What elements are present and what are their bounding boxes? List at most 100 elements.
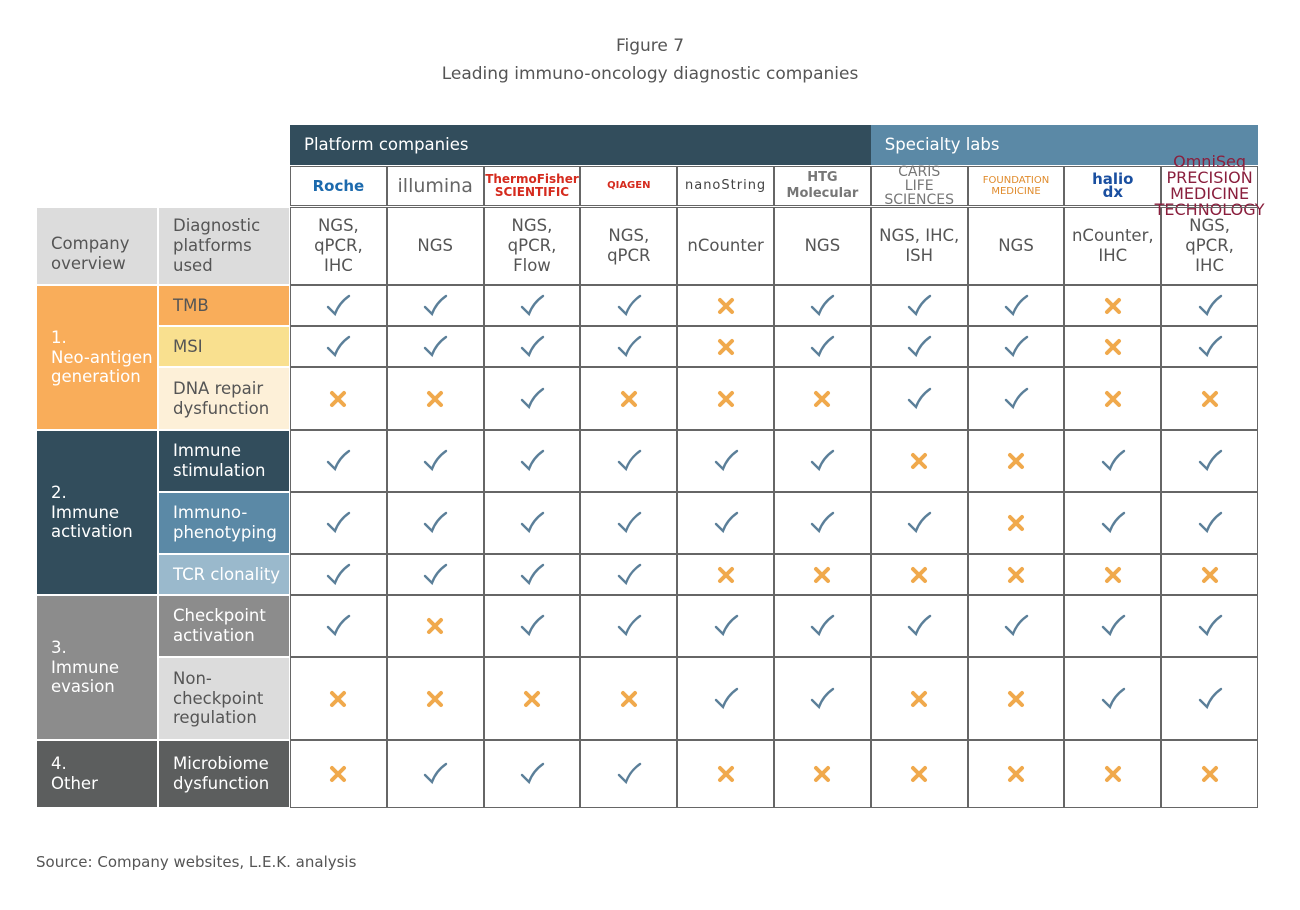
row-label: Immune stimulation	[158, 430, 290, 492]
check-icon	[1198, 449, 1222, 472]
check-cell	[290, 740, 387, 808]
check-icon	[1004, 387, 1029, 409]
check-icon	[907, 387, 932, 409]
check-cell	[774, 595, 871, 657]
cross-icon	[717, 297, 734, 314]
check-cell	[677, 285, 774, 326]
platforms: NGS	[774, 207, 871, 285]
check-cell	[774, 657, 871, 740]
check-cell	[483, 285, 581, 326]
company-logo: ThermoFisher SCIENTIFIC	[483, 166, 581, 206]
check-icon	[327, 294, 351, 316]
check-icon	[520, 335, 545, 357]
cross-icon	[1104, 297, 1121, 314]
row-label: Immuno- phenotyping	[158, 492, 290, 554]
cross-icon	[911, 766, 928, 782]
check-icon	[811, 687, 835, 709]
check-cell	[1161, 657, 1258, 740]
company-logo: illumina	[386, 166, 484, 206]
check-icon	[617, 294, 641, 316]
cross-icon	[717, 338, 734, 355]
check-cell	[1064, 657, 1162, 740]
check-cell	[774, 326, 871, 367]
source: Source: Company websites, L.E.K. analysi…	[36, 853, 357, 871]
overview-label: Company overview	[36, 207, 158, 285]
check-icon	[1101, 614, 1125, 637]
check-icon	[617, 762, 641, 785]
check-cell	[386, 492, 484, 554]
check-cell	[483, 554, 581, 595]
check-icon	[1198, 687, 1222, 709]
check-cell	[483, 492, 581, 554]
check-icon	[811, 511, 835, 534]
check-cell	[290, 326, 387, 367]
check-icon	[1101, 511, 1125, 534]
check-icon	[520, 294, 545, 316]
check-icon	[423, 335, 448, 357]
platforms: NGS	[967, 207, 1065, 285]
company-logo: CARIS LIFE SCIENCES	[870, 165, 968, 207]
check-cell	[677, 595, 774, 657]
check-icon	[617, 511, 641, 534]
check-cell	[870, 326, 968, 367]
check-icon	[617, 335, 641, 357]
cross-icon	[1104, 566, 1121, 583]
check-cell	[967, 285, 1065, 326]
check-cell	[967, 367, 1065, 430]
row-label: Checkpoint activation	[158, 595, 290, 657]
platforms: nCounter, IHC	[1064, 207, 1162, 285]
check-cell	[1064, 492, 1162, 554]
row-label: DNA repair dysfunction	[158, 367, 290, 430]
check-icon	[1004, 294, 1029, 316]
check-cell	[386, 326, 484, 367]
check-cell	[483, 326, 581, 367]
check-cell	[290, 430, 387, 492]
check-cell	[967, 492, 1065, 554]
check-cell	[1161, 740, 1258, 808]
check-cell	[580, 326, 678, 367]
platforms-label: Diagnostic platforms used	[158, 207, 290, 285]
check-icon	[520, 762, 545, 785]
cross-icon	[620, 390, 637, 407]
check-icon	[714, 511, 738, 534]
check-cell	[870, 595, 968, 657]
cross-icon	[523, 690, 540, 707]
check-icon	[1198, 614, 1222, 637]
section-label: 2. Immune activation	[36, 430, 158, 595]
cross-icon	[717, 566, 734, 583]
check-icon	[327, 614, 351, 637]
check-cell	[677, 554, 774, 595]
group-header: Platform companies	[290, 125, 871, 165]
check-icon	[907, 335, 932, 357]
figure-title: Leading immuno-oncology diagnostic compa…	[441, 64, 859, 84]
company-logo: QIAGEN	[580, 166, 678, 206]
check-cell	[967, 430, 1065, 492]
check-icon	[423, 563, 448, 585]
figure-label: Figure 7	[615, 36, 685, 56]
check-cell	[870, 657, 968, 740]
check-cell	[967, 657, 1065, 740]
check-cell	[483, 657, 581, 740]
cross-icon	[1007, 515, 1024, 531]
cross-icon	[427, 390, 444, 407]
platforms: NGS	[386, 207, 484, 285]
cross-icon	[1007, 766, 1024, 782]
check-cell	[1161, 492, 1258, 554]
company-logo: FOUNDATION MEDICINE	[967, 166, 1065, 206]
section-label: 3. Immune evasion	[36, 595, 158, 740]
platforms: NGS, qPCR, IHC	[1161, 207, 1258, 285]
check-cell	[1161, 554, 1258, 595]
check-icon	[520, 614, 545, 637]
check-icon	[714, 687, 738, 709]
cross-icon	[1007, 690, 1024, 707]
check-icon	[811, 335, 835, 357]
company-logo: halio dx	[1064, 166, 1162, 206]
cross-icon	[1007, 566, 1024, 583]
group-header: Specialty labs	[870, 125, 1258, 165]
check-cell	[386, 285, 484, 326]
check-cell	[580, 492, 678, 554]
cross-icon	[330, 690, 347, 707]
check-cell	[677, 740, 774, 808]
cross-icon	[1201, 566, 1218, 583]
cross-icon	[1007, 453, 1024, 469]
